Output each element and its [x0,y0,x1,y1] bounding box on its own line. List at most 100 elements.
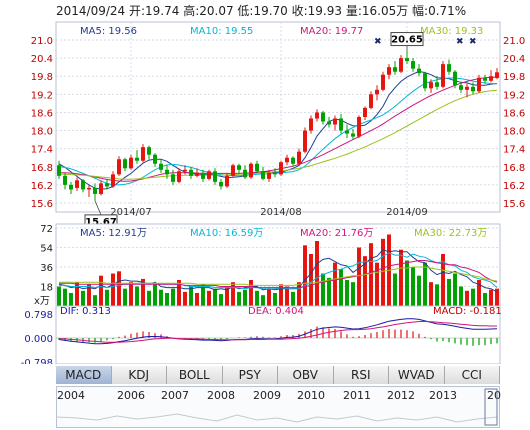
candle-body [243,169,247,178]
volume-bar [231,282,235,306]
candle-body [165,169,169,175]
price-y-axis-left: 21.0 20.4 19.8 19.2 18.6 18.0 17.4 16.8 16.2 15.6 [31,36,53,210]
candle-body [321,112,325,122]
price-y-tick-label: 17.4 [503,145,525,156]
candle-body [87,187,91,190]
volume-bar [345,280,349,306]
candle-body [231,165,235,176]
volume-bar [351,282,355,306]
timeline-range-handle[interactable] [484,388,498,426]
price-y-tick-label: 18.0 [31,127,53,138]
volume-bar [375,262,379,306]
macd-y-tick-label: 0.000 [24,334,53,345]
tab-psy[interactable]: PSY [222,366,278,384]
candle-body [105,183,109,187]
candle-body [381,74,385,90]
price-y-tick-label: 15.6 [503,199,525,210]
timeline-navigator[interactable]: 2004 2006 2007 2008 2009 2010 2011 2012 2013 20 [56,386,501,428]
price-y-tick-label: 17.4 [31,145,53,156]
candle-body [435,82,439,87]
tab-macd[interactable]: MACD [56,366,112,384]
candle-body [489,76,493,81]
candle-body [465,86,469,90]
macd-legend: DIF: 0.313 DEA: 0.404 MACD: -0.181 [60,306,502,317]
volume-bar [195,293,199,306]
volume-bar [435,284,439,306]
timeline-year-label: 2006 [117,389,145,402]
volume-bar [189,286,193,306]
volume-ma-legend-entry: MA20: 21.76万 [300,228,373,239]
candle-body [327,121,331,125]
price-ma-legend-entry: MA20: 19.77 [300,26,363,37]
candle-body [195,172,199,176]
candle-body [285,157,289,163]
stock-chart: 21.0 20.4 19.8 19.2 18.6 18.0 17.4 16.8 16.2 15.6… [21,21,525,364]
volume-bar [105,289,109,306]
volume-bar [441,254,445,306]
price-x-tick-label: 2014/07 [110,207,152,218]
candle-body [405,58,409,62]
volume-y-tick-label: 36 [40,263,53,274]
tab-kdj[interactable]: KDJ [111,366,167,384]
candle-body [63,175,67,185]
candle-body [297,151,301,164]
candle-body [99,183,103,194]
price-y-tick-label: 16.8 [31,163,53,174]
price-y-tick-label: 19.8 [31,72,53,83]
volume-bar [315,241,319,306]
volume-bar [141,278,145,306]
volume-bar [219,294,223,306]
volume-bar [417,275,421,306]
tab-cci[interactable]: CCI [444,366,500,384]
candle-body [255,163,259,172]
price-y-axis-right: 21.0 20.4 19.8 19.2 18.6 18.0 17.4 16.8 16.2 15.6 [503,36,525,210]
candle-body [93,187,97,194]
candle-body [273,172,277,175]
volume-ma-line-ma20 [59,260,498,289]
volume-bar [93,295,97,306]
candle-body [207,171,211,179]
timeline-year-label: 2013 [429,389,457,402]
price-panel: 21.0 20.4 19.8 19.2 18.6 18.0 17.4 16.8 16.2 15.6… [31,21,525,229]
candle-body [411,61,415,69]
tab-wvad[interactable]: WVAD [389,366,445,384]
tab-rsi[interactable]: RSI [333,366,389,384]
volume-y-tick-label: 72 [40,224,53,235]
candle-body [315,112,319,119]
volume-bar [255,290,259,306]
volume-bar [147,290,151,306]
volume-bar [237,291,241,306]
macd-lines [58,318,498,345]
price-ma-legend: MA5: 19.56 MA10: 19.55 MA20: 19.77 MA30: 19… [80,26,483,37]
volume-bar [495,288,499,306]
volume-bar [363,256,367,306]
volume-bar [489,289,493,306]
price-y-tick-label: 18.6 [31,108,53,119]
tab-obv[interactable]: OBV [278,366,334,384]
volume-ma-legend-entry: MA30: 22.73万 [414,228,487,239]
candle-body [81,180,85,190]
price-y-tick-label: 16.2 [503,181,525,192]
timeline-sparkline [57,388,498,426]
volume-bar [111,273,115,306]
volume-bar [453,273,457,306]
candle-body [261,171,265,179]
macd-legend-entry: DEA: 0.404 [248,306,304,317]
volume-ma-line-ma30 [59,266,498,286]
tab-boll[interactable]: BOLL [167,366,223,384]
macd-line-dea [58,321,497,343]
indicator-tab-bar: MACD KDJ BOLL PSY OBV RSI WVAD CCI [56,366,500,384]
candle-body [351,133,355,137]
volume-unit-label: x万 [34,296,50,307]
star-marker: ✖ [456,37,464,47]
price-y-tick-label: 21.0 [503,36,525,47]
volume-bar [393,273,397,306]
price-y-tick-label: 18.0 [503,127,525,138]
price-y-tick-label: 16.8 [503,163,525,174]
macd-line-dif [58,318,498,345]
candle-body [219,181,223,187]
candle-body [267,172,271,179]
candle-body [441,64,445,87]
volume-ma-legend-entry: MA5: 12.91万 [80,228,147,239]
price-ma-legend-entry: MA30: 19.33 [420,26,483,37]
